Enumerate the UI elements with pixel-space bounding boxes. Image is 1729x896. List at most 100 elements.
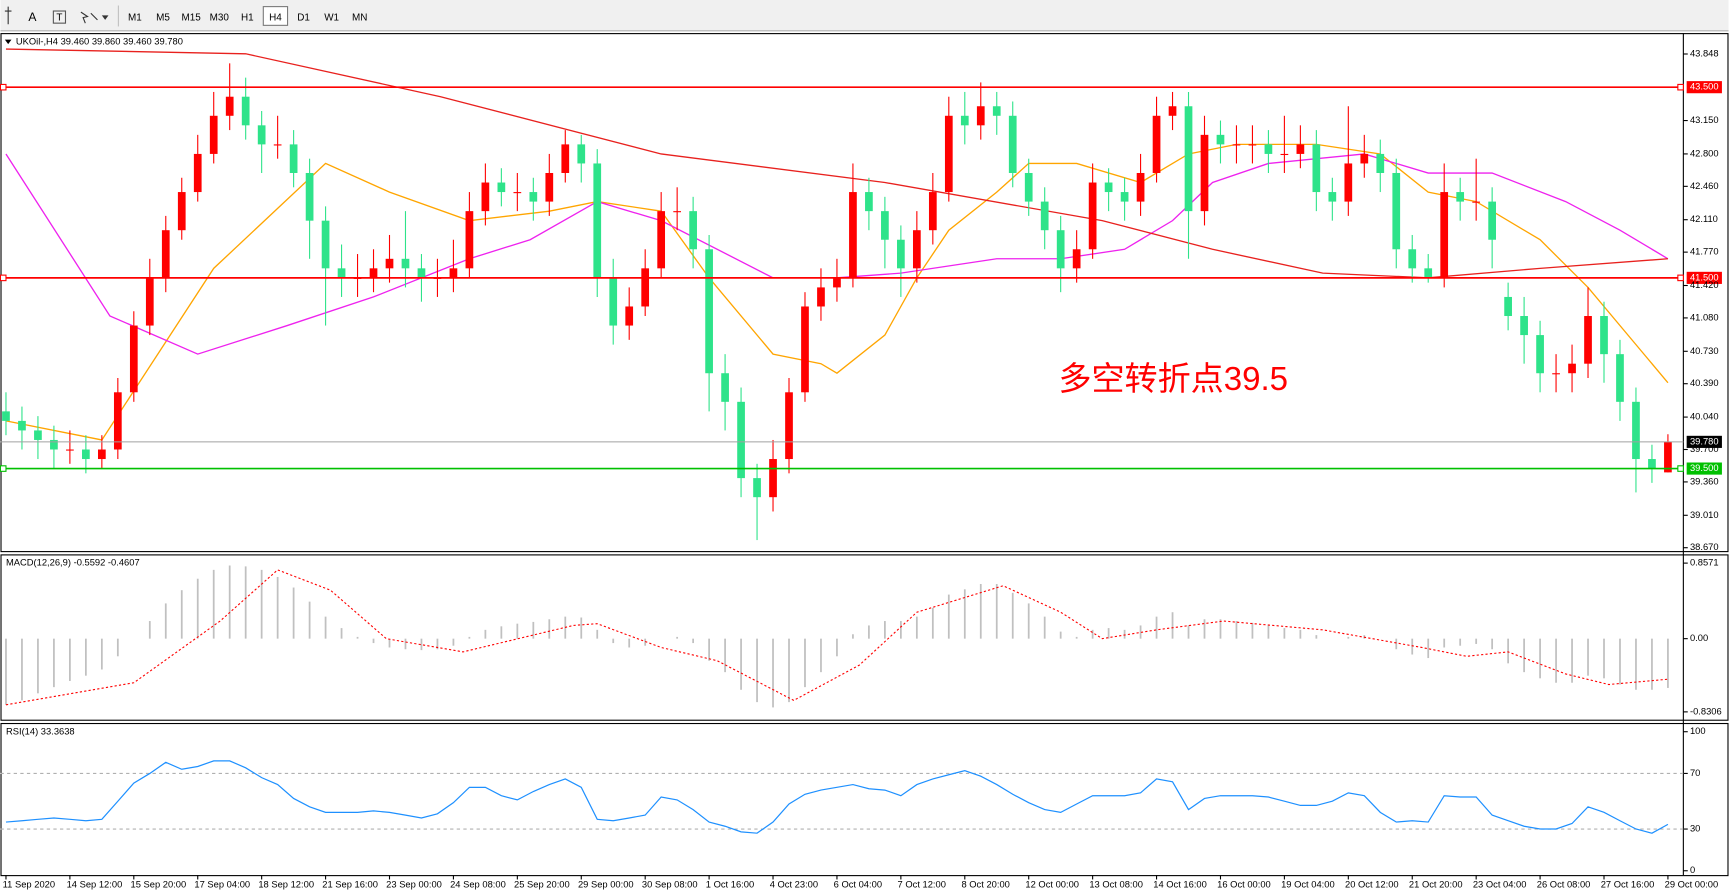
y-tick-label: 42.800 [1690, 148, 1719, 158]
candle-body [97, 449, 106, 460]
candle-body [1552, 373, 1560, 375]
active-timeframe-box [262, 6, 289, 26]
level-marker [0, 274, 7, 282]
candle-body [1136, 172, 1145, 202]
x-tick-label: 14 Oct 16:00 [1153, 879, 1207, 889]
candle-body [1472, 201, 1481, 203]
x-tick-label: 30 Sep 08:00 [642, 879, 698, 889]
y-tick-label: 0 [1690, 865, 1695, 875]
candle-body [1424, 268, 1433, 278]
candle-body [1280, 153, 1289, 156]
candle-body [1568, 363, 1576, 374]
candle-body [753, 478, 761, 498]
timeframe-button[interactable]: H1 [241, 12, 254, 23]
candle-body [992, 106, 1001, 116]
candle-body [1008, 115, 1017, 173]
level-marker [0, 83, 7, 91]
candle-body [18, 420, 26, 431]
x-tick-label: 8 Oct 20:00 [961, 879, 1009, 889]
candle-body [129, 325, 138, 393]
signal-line [5, 569, 1668, 706]
macd-panel-border [0, 554, 1729, 721]
candle-body [1488, 201, 1496, 240]
label-tool[interactable]: A [28, 10, 37, 24]
title-arrow [4, 39, 12, 45]
candle-body [2, 411, 10, 421]
level-label-box [1686, 81, 1722, 94]
y-tick-label: 30 [1690, 824, 1700, 834]
timeframe-button[interactable]: D1 [297, 12, 310, 23]
candle-body [1344, 163, 1353, 202]
x-tick-label: 7 Oct 12:00 [898, 879, 946, 889]
candle-body [561, 144, 570, 173]
y-tick-label: 42.460 [1690, 181, 1719, 191]
candle-body [1040, 201, 1049, 231]
candle-body [1504, 296, 1512, 317]
candle-body [1152, 115, 1161, 173]
x-tick-label: 29 Sep 00:00 [578, 879, 634, 889]
candle-body [209, 115, 218, 154]
candle-body [321, 220, 330, 269]
tool-icons: T [4, 5, 119, 27]
candle-body [1104, 182, 1113, 193]
timeframe-button[interactable]: M15 [181, 12, 201, 23]
x-tick-label: 20 Oct 12:00 [1345, 879, 1399, 889]
timeframe-button[interactable]: W1 [324, 12, 339, 23]
y-tick-label: 100 [1690, 726, 1706, 736]
x-tick-label: 1 Oct 16:00 [706, 879, 754, 889]
candle-body [1120, 192, 1129, 202]
candle-body [481, 182, 490, 212]
timeframe-button[interactable]: M5 [156, 12, 170, 23]
x-tick-label: 23 Oct 04:00 [1473, 879, 1527, 889]
candle-body [401, 258, 410, 269]
candle-body [689, 211, 697, 250]
y-tick-label: 41.080 [1690, 312, 1719, 322]
level-label: 39.500 [1690, 463, 1719, 473]
timeframe-button[interactable]: MN [352, 12, 367, 23]
candle-body [1632, 401, 1640, 460]
cursor-icon [4, 6, 12, 25]
x-tick-label: 21 Sep 16:00 [322, 879, 378, 889]
x-tick-label: 16 Oct 00:00 [1217, 879, 1271, 889]
arrows-icon[interactable] [80, 11, 98, 24]
timeframe-button[interactable]: M1 [128, 12, 142, 23]
y-tick-label: 42.110 [1690, 214, 1718, 224]
candle-body [960, 115, 969, 126]
y-tick-label: -0.8306 [1690, 706, 1722, 716]
x-tick-label: 21 Oct 20:00 [1409, 879, 1463, 889]
dropdown-icon[interactable] [101, 15, 109, 20]
candle-body [1376, 153, 1385, 173]
y-tick-label: 43.150 [1690, 115, 1719, 125]
text-icon[interactable] [52, 10, 67, 24]
timeframe-button[interactable]: H4 [269, 12, 282, 23]
candle-body [34, 430, 42, 440]
last-price-box [1686, 435, 1722, 448]
moving-average [5, 143, 1669, 441]
y-tick-label: 41.770 [1690, 247, 1719, 257]
candle-body [145, 277, 154, 326]
candle-body [705, 249, 713, 374]
panel-title: MACD(12,26,9) -0.5592 -0.4607 [6, 558, 140, 568]
candle-body [1328, 192, 1337, 202]
moving-average [5, 48, 1668, 279]
x-tick-label: 11 Sep 2020 [3, 879, 55, 889]
candle-body [1264, 144, 1273, 154]
y-tick-label: 43.848 [1690, 48, 1719, 58]
timeframe-button[interactable]: M30 [210, 12, 230, 23]
x-tick-label: 29 Oct 00:00 [1665, 879, 1719, 889]
candle-body [865, 192, 873, 212]
candle-body [721, 373, 729, 402]
candle-body [1616, 354, 1624, 402]
moving-average [5, 153, 1669, 355]
candle-body [465, 211, 474, 269]
y-tick-label: 40.040 [1690, 412, 1719, 422]
y-tick-label: 39.010 [1690, 510, 1719, 520]
y-tick-label: 0.00 [1690, 633, 1708, 643]
rsi-line [5, 760, 1669, 834]
y-tick-label: 40.390 [1690, 378, 1719, 388]
candle-body [849, 192, 857, 278]
candle-body [817, 287, 825, 307]
candle-body [1456, 192, 1465, 202]
